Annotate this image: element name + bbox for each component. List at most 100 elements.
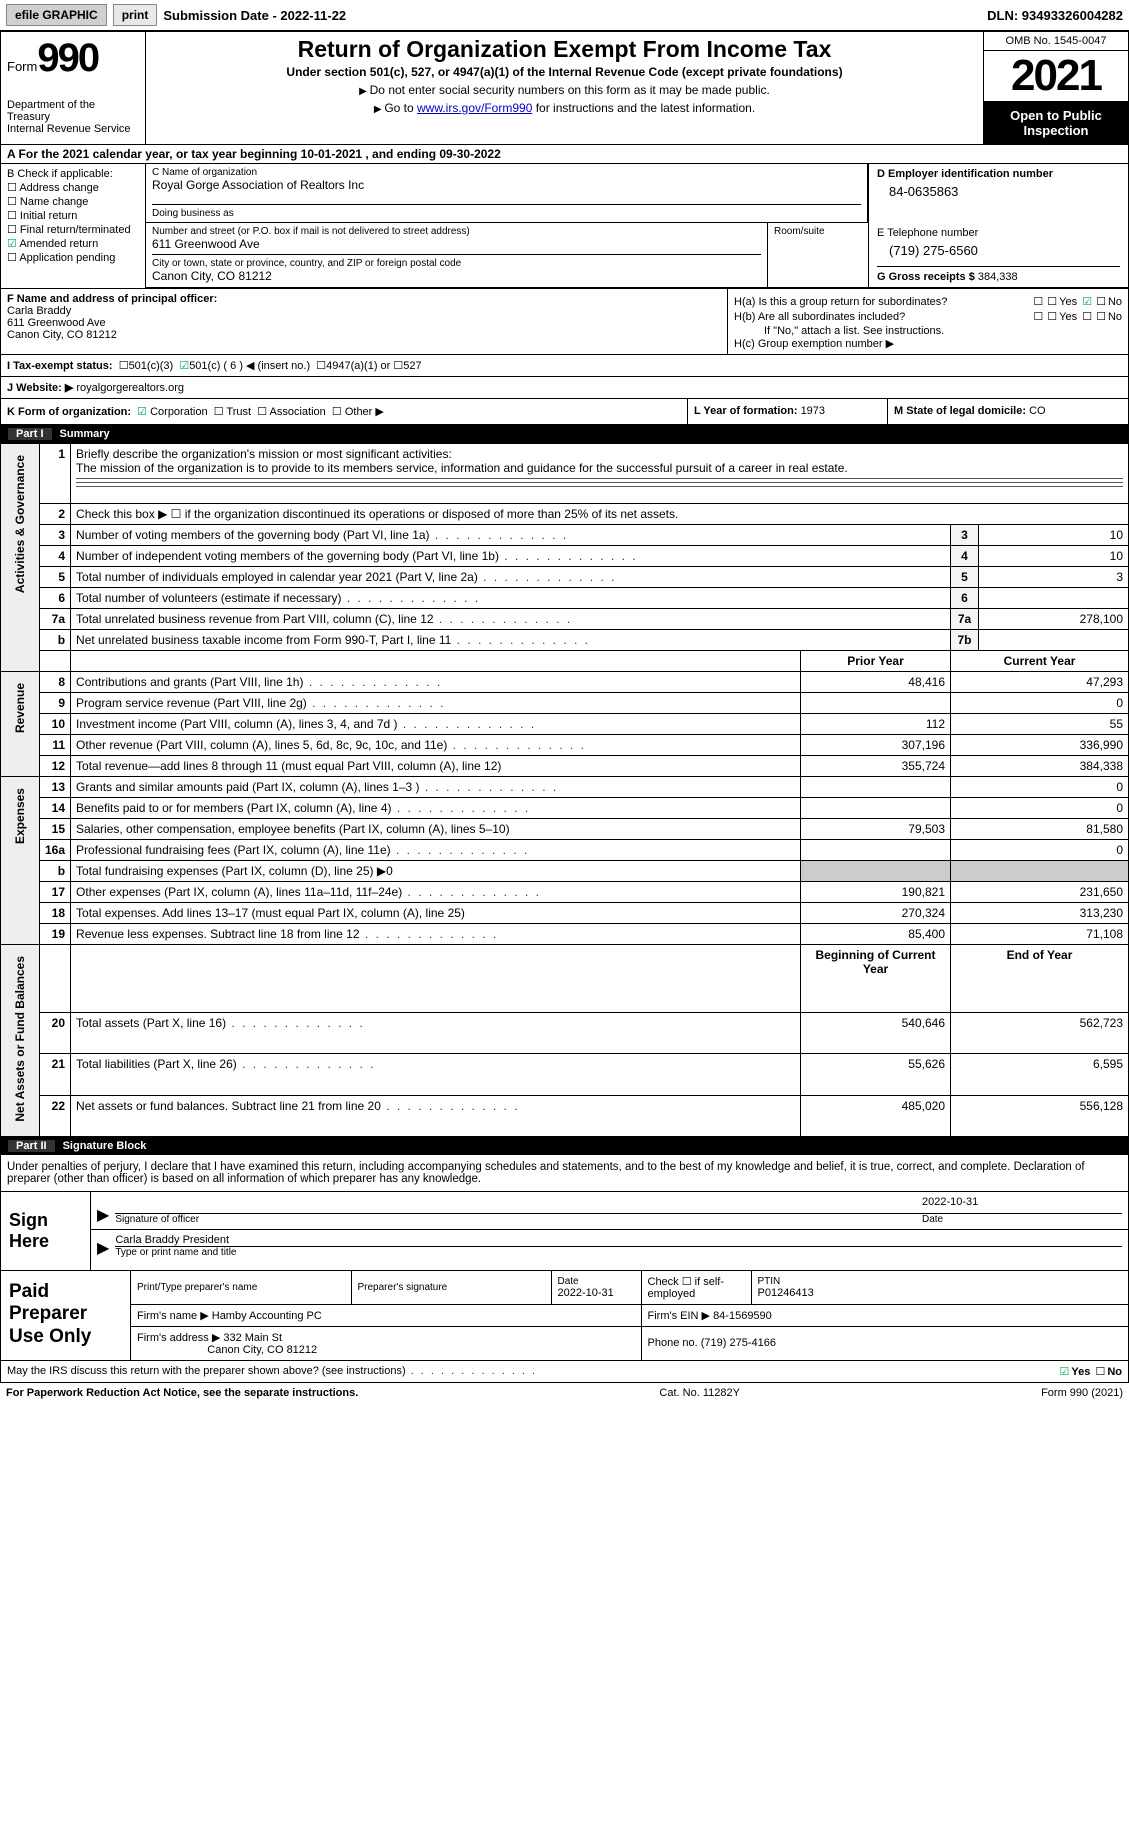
prior-year-hdr: Prior Year	[801, 651, 951, 672]
e-phone-label: E Telephone number	[877, 227, 1120, 239]
title-box: Return of Organization Exempt From Incom…	[146, 32, 983, 144]
eoy-hdr: End of Year	[951, 945, 1129, 1013]
chk-name[interactable]: Name change	[7, 195, 139, 208]
line-6-desc: Total number of volunteers (estimate if …	[71, 588, 951, 609]
chk-527[interactable]	[393, 359, 403, 372]
f-label: F Name and address of principal officer:	[7, 293, 217, 305]
discuss-no[interactable]	[1093, 1366, 1107, 1378]
inspection-label: Open to Public Inspection	[984, 102, 1128, 144]
line-5-desc: Total number of individuals employed in …	[71, 567, 951, 588]
form-word: Form	[7, 59, 37, 74]
ha-yes[interactable]	[1031, 296, 1045, 308]
line-21-desc: Total liabilities (Part X, line 26)	[71, 1054, 801, 1095]
chk-application[interactable]: Application pending	[7, 251, 139, 264]
f-officer-name: Carla Braddy	[7, 305, 71, 317]
city-value: Canon City, CO 81212	[152, 269, 761, 283]
chk-501c[interactable]	[179, 359, 189, 372]
print-button[interactable]: print	[113, 4, 158, 26]
dln-number: DLN: 93493326004282	[987, 8, 1123, 23]
line-19-desc: Revenue less expenses. Subtract line 18 …	[71, 924, 801, 945]
final-footer: For Paperwork Reduction Act Notice, see …	[0, 1383, 1129, 1403]
col-h-group: H(a) Is this a group return for subordin…	[728, 289, 1128, 354]
part-ii-header: Part II Signature Block	[0, 1137, 1129, 1155]
line-7a-desc: Total unrelated business revenue from Pa…	[71, 609, 951, 630]
discuss-row: May the IRS discuss this return with the…	[0, 1361, 1129, 1383]
vtab-net-assets: Net Assets or Fund Balances	[1, 945, 40, 1137]
g-gross-value: 384,338	[978, 271, 1018, 283]
line-13-desc: Grants and similar amounts paid (Part IX…	[71, 777, 801, 798]
line-20-desc: Total assets (Part X, line 16)	[71, 1013, 801, 1054]
dba-label: Doing business as	[152, 204, 861, 219]
line-16b-desc: Total fundraising expenses (Part IX, col…	[71, 861, 801, 882]
row-a-tax-year: A For the 2021 calendar year, or tax yea…	[0, 145, 1129, 164]
irs-label: Internal Revenue Service	[7, 123, 139, 135]
addr-value: 611 Greenwood Ave	[152, 237, 761, 251]
line-11-prior: 307,196	[801, 735, 951, 756]
sig-date-value: 2022-10-31	[922, 1196, 1122, 1214]
row-i-tax-status: I Tax-exempt status: 501(c)(3) 501(c) ( …	[0, 355, 1129, 377]
line-2: Check this box ▶ ☐ if the organization d…	[71, 504, 1129, 525]
chk-amended[interactable]: Amended return	[7, 237, 139, 250]
addr-label: Number and street (or P.O. box if mail i…	[152, 226, 761, 237]
form-number-box: Form990 Department of the Treasury Inter…	[1, 32, 146, 144]
part-i-header: Part I Summary	[0, 425, 1129, 443]
ha-label: H(a) Is this a group return for subordin…	[734, 296, 1031, 308]
discuss-question: May the IRS discuss this return with the…	[7, 1365, 1058, 1377]
vtab-expenses: Expenses	[1, 777, 40, 945]
mission-text: The mission of the organization is to pr…	[76, 461, 848, 475]
line-20-prior: 540,646	[801, 1013, 951, 1054]
chk-address[interactable]: Address change	[7, 181, 139, 194]
row-j-website: J Website: ▶ royalgorgerealtors.org	[0, 377, 1129, 399]
col-f-officer: F Name and address of principal officer:…	[1, 289, 728, 354]
efile-button[interactable]: efile GRAPHIC	[6, 4, 107, 26]
line-18-prior: 270,324	[801, 903, 951, 924]
line-17-desc: Other expenses (Part IX, column (A), lin…	[71, 882, 801, 903]
chk-trust[interactable]	[214, 406, 227, 418]
k-label: K Form of organization:	[7, 406, 131, 418]
line-18-curr: 313,230	[951, 903, 1129, 924]
chk-501c3[interactable]	[119, 359, 129, 372]
line-15-desc: Salaries, other compensation, employee b…	[71, 819, 801, 840]
sig-date-label: Date	[922, 1214, 1122, 1225]
hb-note: If "No," attach a list. See instructions…	[734, 325, 1122, 337]
ptin-value: P01246413	[758, 1287, 814, 1299]
line-8-prior: 48,416	[801, 672, 951, 693]
chk-assoc[interactable]	[257, 406, 269, 418]
m-state: CO	[1029, 405, 1046, 417]
year-box: OMB No. 1545-0047 2021 Open to Public In…	[983, 32, 1128, 144]
line-4-val: 10	[979, 546, 1129, 567]
sign-here-block: Sign Here ▶ Signature of officer 2022-10…	[0, 1192, 1129, 1271]
line-9-desc: Program service revenue (Part VIII, line…	[71, 693, 801, 714]
line-16a-desc: Professional fundraising fees (Part IX, …	[71, 840, 801, 861]
chk-corp[interactable]	[137, 406, 150, 418]
chk-final[interactable]: Final return/terminated	[7, 223, 139, 236]
irs-link[interactable]: www.irs.gov/Form990	[417, 101, 532, 115]
cat-no: Cat. No. 11282Y	[358, 1387, 1041, 1399]
section-b-d: B Check if applicable: Address change Na…	[0, 164, 1129, 289]
line-9-curr: 0	[951, 693, 1129, 714]
hc-label: H(c) Group exemption number ▶	[734, 337, 1122, 350]
chk-initial[interactable]: Initial return	[7, 209, 139, 222]
hb-yes[interactable]	[1031, 311, 1045, 323]
e-phone-value: (719) 275-6560	[877, 243, 1120, 258]
part-ii-title: Signature Block	[63, 1140, 147, 1152]
chk-4947[interactable]	[316, 359, 326, 372]
line-7a-val: 278,100	[979, 609, 1129, 630]
hb-no[interactable]	[1080, 311, 1094, 323]
j-label: J Website: ▶	[7, 382, 73, 394]
line-14-desc: Benefits paid to or for members (Part IX…	[71, 798, 801, 819]
line-10-curr: 55	[951, 714, 1129, 735]
line-7b-val	[979, 630, 1129, 651]
note2-pre: Go to	[384, 101, 417, 115]
line-22-desc: Net assets or fund balances. Subtract li…	[71, 1095, 801, 1136]
form-title: Return of Organization Exempt From Incom…	[154, 36, 975, 63]
discuss-yes[interactable]	[1058, 1366, 1072, 1378]
submission-date: Submission Date - 2022-11-22	[163, 8, 346, 23]
chk-other[interactable]	[332, 406, 345, 418]
line-6-val	[979, 588, 1129, 609]
line-10-desc: Investment income (Part VIII, column (A)…	[71, 714, 801, 735]
ha-no[interactable]	[1080, 296, 1094, 308]
prep-self-employed[interactable]: Check ☐ if self-employed	[641, 1271, 751, 1305]
note2-post: for instructions and the latest informat…	[532, 101, 755, 115]
summary-table: Activities & Governance 1 Briefly descri…	[0, 443, 1129, 1137]
